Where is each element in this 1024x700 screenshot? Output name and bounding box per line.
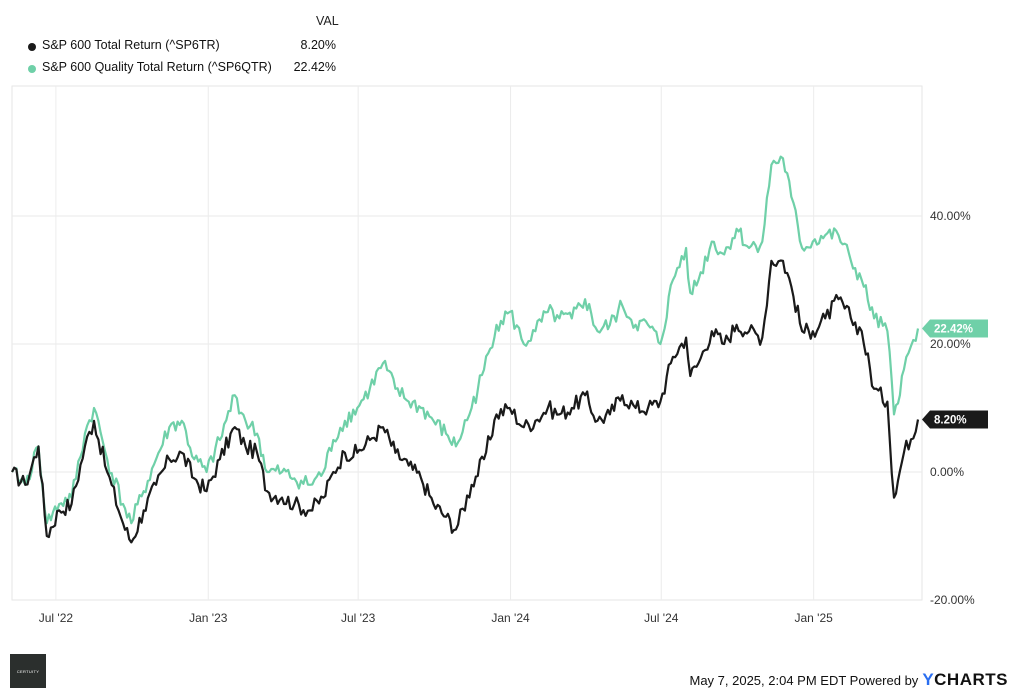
x-tick-label: Jul '23 xyxy=(341,611,376,625)
x-tick-label: Jan '25 xyxy=(794,611,833,625)
y-tick-label: -20.00% xyxy=(930,593,975,607)
end-label-badge-sp6tr xyxy=(922,410,988,429)
legend-dot-icon xyxy=(28,65,36,73)
legend-dot-icon xyxy=(28,43,36,51)
end-value-label: 22.42% xyxy=(934,324,973,336)
plot-frame xyxy=(11,85,923,601)
legend-item-sp6tr[interactable]: S&P 600 Total Return (^SP6TR) 8.20% xyxy=(28,38,338,56)
series-line-sp6qtr xyxy=(11,155,920,525)
y-tick-label: 20.00% xyxy=(930,337,971,351)
legend-series-name: S&P 600 Quality Total Return (^SP6QTR) xyxy=(42,60,272,74)
x-tick-label: Jan '24 xyxy=(491,611,530,625)
y-tick-label: 0.00% xyxy=(930,465,964,479)
y-tick-label: 40.00% xyxy=(930,209,971,223)
ycharts-logo-y: Y xyxy=(922,670,935,689)
series-line-sp6tr xyxy=(11,259,920,544)
x-tick-label: Jan '23 xyxy=(189,611,228,625)
legend-series-value: 8.20% xyxy=(300,38,336,52)
end-value-label: 8.20% xyxy=(934,415,967,427)
certuity-logo: CERTUITY xyxy=(10,654,46,688)
x-tick-label: Jul '24 xyxy=(644,611,679,625)
chart-footer: May 7, 2025, 2:04 PM EDT Powered by YCHA… xyxy=(689,670,1008,690)
legend-header: VAL xyxy=(316,14,339,28)
x-tick-label: Jul '22 xyxy=(39,611,74,625)
legend-item-sp6qtr[interactable]: S&P 600 Quality Total Return (^SP6QTR) 2… xyxy=(28,60,338,78)
legend-series-value: 22.42% xyxy=(293,60,336,74)
end-label-badge-sp6qtr xyxy=(922,319,988,338)
ycharts-logo-text: CHARTS xyxy=(934,670,1008,689)
footer-timestamp: May 7, 2025, 2:04 PM EDT Powered by xyxy=(689,672,919,688)
ycharts-logo[interactable]: YCHARTS xyxy=(922,670,1008,690)
legend-series-name: S&P 600 Total Return (^SP6TR) xyxy=(42,38,220,52)
